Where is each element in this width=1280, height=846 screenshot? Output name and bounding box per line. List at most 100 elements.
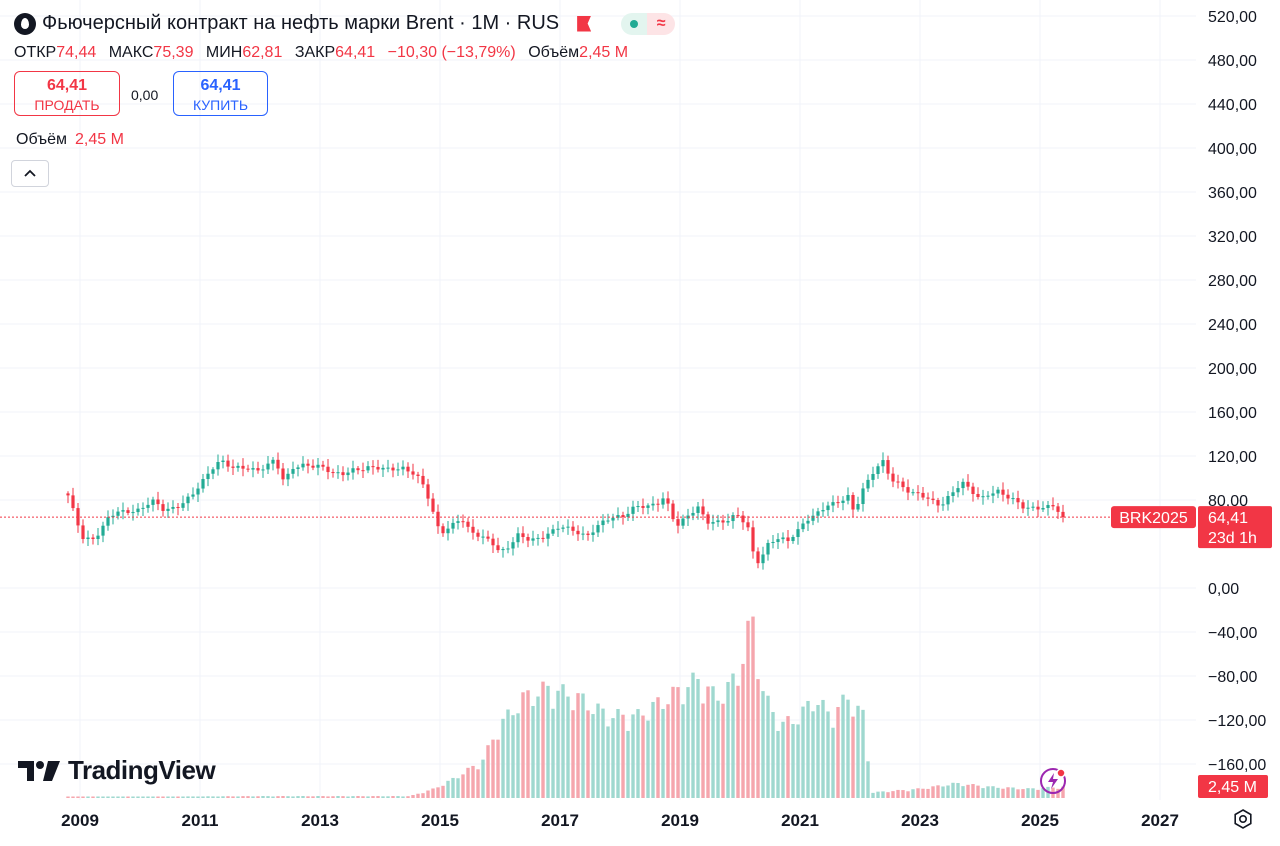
- sell-button[interactable]: 64,41 ПРОДАТЬ: [14, 71, 120, 116]
- gear-icon[interactable]: [1232, 808, 1254, 830]
- volume-bar: [471, 765, 475, 798]
- candle-body: [716, 520, 720, 523]
- volume-bar: [921, 788, 925, 798]
- volume-label: Объём: [528, 44, 580, 61]
- candle-body: [601, 520, 605, 526]
- volume-bar: [901, 790, 905, 798]
- volume-bar: [826, 711, 830, 798]
- x-tick-label: 2017: [541, 811, 579, 830]
- volume-bar: [266, 796, 270, 798]
- candle-body: [96, 535, 100, 540]
- sell-label: ПРОДАТЬ: [34, 97, 100, 113]
- candle-body: [501, 549, 505, 551]
- sell-price: 64,41: [46, 77, 88, 94]
- volume-bar: [711, 686, 715, 798]
- candle-body: [871, 474, 875, 480]
- candle-body: [776, 539, 780, 543]
- market-status-icon[interactable]: ≈: [621, 12, 676, 35]
- candle-body: [876, 466, 880, 475]
- candle-body: [111, 515, 115, 518]
- symbol-title[interactable]: Фьючерсный контракт на нефть марки Brent…: [42, 12, 560, 34]
- candle-body: [591, 532, 595, 535]
- volume-bar: [401, 796, 405, 798]
- volume-legend-label: Объём: [16, 131, 67, 148]
- volume-bar: [761, 691, 765, 798]
- lightning-icon[interactable]: [1039, 767, 1067, 795]
- volume-bar: [286, 796, 290, 798]
- spread-value: 0,00: [131, 87, 159, 103]
- candle-body: [141, 507, 145, 509]
- candle-body: [121, 510, 125, 512]
- volume-bar: [881, 791, 885, 798]
- volume-bar: [851, 716, 855, 798]
- open-label: ОТКР: [14, 44, 57, 61]
- volume-bar: [1021, 789, 1025, 798]
- candle-body: [711, 522, 715, 524]
- volume-bar: [861, 709, 865, 798]
- volume-bar: [236, 796, 240, 798]
- volume-bar: [736, 685, 740, 798]
- volume-bar: [491, 739, 495, 798]
- candle-body: [996, 489, 1000, 494]
- tradingview-logo[interactable]: TradingView: [18, 755, 216, 786]
- candle-body: [1056, 506, 1060, 512]
- volume-bar: [341, 796, 345, 798]
- volume-bar: [701, 703, 705, 798]
- volume-bar: [181, 796, 185, 798]
- volume-bar: [86, 796, 90, 798]
- candle-body: [641, 506, 645, 508]
- approx-status: ≈: [647, 12, 676, 35]
- change-value: −10,30 (−13,79%): [387, 44, 516, 61]
- candle-body: [696, 506, 700, 513]
- candle-body: [101, 525, 105, 536]
- candle-body: [486, 536, 490, 539]
- volume-bar: [486, 745, 490, 798]
- candle-body: [106, 517, 110, 526]
- volume-bar: [166, 796, 170, 798]
- volume-bar: [221, 796, 225, 798]
- x-tick-label: 2023: [901, 811, 939, 830]
- candle-body: [276, 459, 280, 469]
- candle-body: [496, 545, 500, 551]
- volume-bar: [476, 769, 480, 798]
- candle-body: [316, 464, 320, 468]
- candle-body: [351, 468, 355, 473]
- volume-bar: [91, 796, 95, 798]
- volume-bar: [371, 796, 375, 798]
- volume-bar: [196, 796, 200, 798]
- volume-bar: [786, 716, 790, 798]
- volume-bar: [841, 694, 845, 798]
- volume-legend[interactable]: Объём 2,45 M: [16, 131, 124, 149]
- candle-body: [216, 462, 220, 470]
- candle-body: [671, 503, 675, 520]
- candle-body: [966, 481, 970, 487]
- volume-bar: [126, 796, 130, 798]
- volume-bar: [741, 663, 745, 798]
- x-tick-label: 2019: [661, 811, 699, 830]
- volume-bar: [361, 796, 365, 798]
- collapse-legend-button[interactable]: [11, 160, 49, 187]
- y-tick-label: 200,00: [1208, 361, 1257, 378]
- volume-bar: [456, 778, 460, 798]
- buy-button[interactable]: 64,41 КУПИТЬ: [173, 71, 268, 116]
- volume-bar: [81, 796, 85, 798]
- candle-body: [301, 463, 305, 468]
- volume-bar: [891, 791, 895, 798]
- volume-bar: [971, 784, 975, 798]
- candle-body: [151, 499, 155, 505]
- candle-body: [976, 493, 980, 498]
- volume-bar: [441, 785, 445, 798]
- flag-icon[interactable]: [577, 15, 592, 32]
- candle-body: [651, 503, 655, 506]
- volume-bar: [291, 796, 295, 798]
- volume-bar: [1031, 788, 1035, 798]
- candle-body: [536, 537, 540, 539]
- y-tick-label: 480,00: [1208, 53, 1257, 70]
- candle-body: [921, 492, 925, 498]
- candle-body: [91, 537, 95, 540]
- volume-bar: [1056, 788, 1060, 798]
- candle-body: [471, 526, 475, 533]
- volume-bar: [681, 704, 685, 798]
- candle-body: [251, 468, 255, 470]
